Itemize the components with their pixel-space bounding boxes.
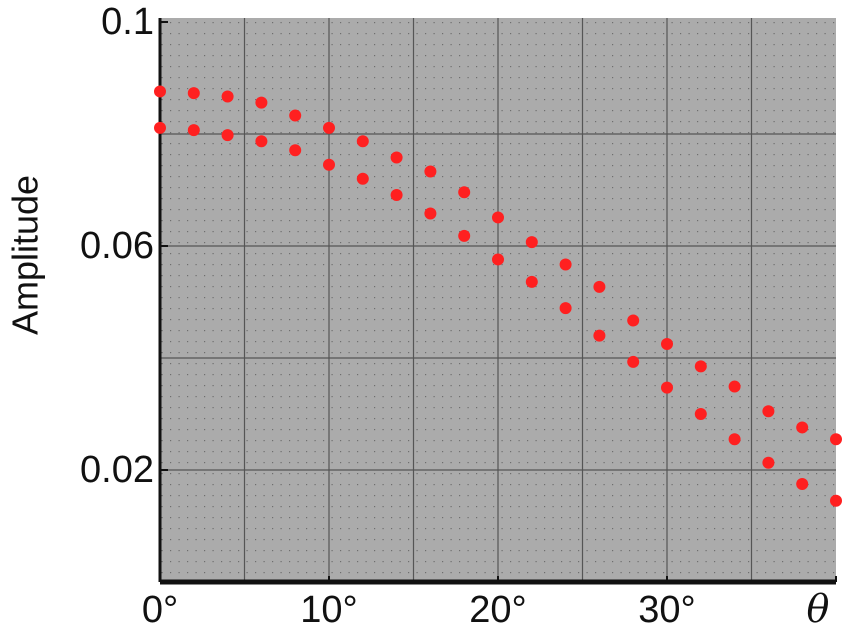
x-tick-label: 0° <box>142 589 178 631</box>
data-point <box>424 207 437 220</box>
data-point <box>356 172 369 185</box>
data-point <box>492 253 504 266</box>
data-point <box>627 355 640 368</box>
data-point <box>424 165 437 178</box>
data-point <box>796 478 809 490</box>
data-point <box>154 121 166 134</box>
data-point <box>289 144 302 157</box>
data-point <box>492 211 504 224</box>
data-point <box>593 329 606 342</box>
data-point <box>830 433 842 446</box>
data-point <box>694 360 707 373</box>
data-point <box>323 158 335 171</box>
data-point <box>796 421 809 434</box>
data-point <box>390 189 403 202</box>
data-point <box>661 381 673 394</box>
data-point <box>525 236 538 249</box>
x-tick-label: 10° <box>300 589 357 631</box>
data-point <box>728 433 741 446</box>
data-point <box>830 494 842 507</box>
data-point <box>728 380 741 393</box>
y-tick-label: 0.06 <box>80 225 154 267</box>
data-point <box>221 90 234 103</box>
data-point <box>255 96 268 109</box>
x-tick-label: θ <box>807 587 830 631</box>
data-point <box>458 229 471 242</box>
y-tick-label: 0.02 <box>80 449 154 491</box>
data-point <box>559 302 572 315</box>
data-point <box>356 135 369 148</box>
y-axis-label: Amplitude <box>5 175 46 335</box>
data-point <box>154 85 166 98</box>
data-point <box>525 275 538 288</box>
data-point <box>593 280 606 293</box>
data-point <box>221 129 234 142</box>
data-point <box>559 258 572 271</box>
data-point <box>390 151 403 164</box>
data-point <box>458 186 471 199</box>
data-point <box>255 135 268 148</box>
data-point <box>694 408 707 420</box>
data-point <box>323 121 335 134</box>
data-point <box>661 338 673 350</box>
x-tick-label: 20° <box>469 589 526 631</box>
data-point <box>187 124 200 137</box>
data-point <box>627 314 640 327</box>
x-tick-label: 30° <box>638 589 695 631</box>
data-point <box>187 87 200 100</box>
data-point <box>289 109 302 122</box>
data-point <box>762 405 775 418</box>
data-point <box>762 456 775 469</box>
y-tick-label: 0.1 <box>101 1 154 43</box>
